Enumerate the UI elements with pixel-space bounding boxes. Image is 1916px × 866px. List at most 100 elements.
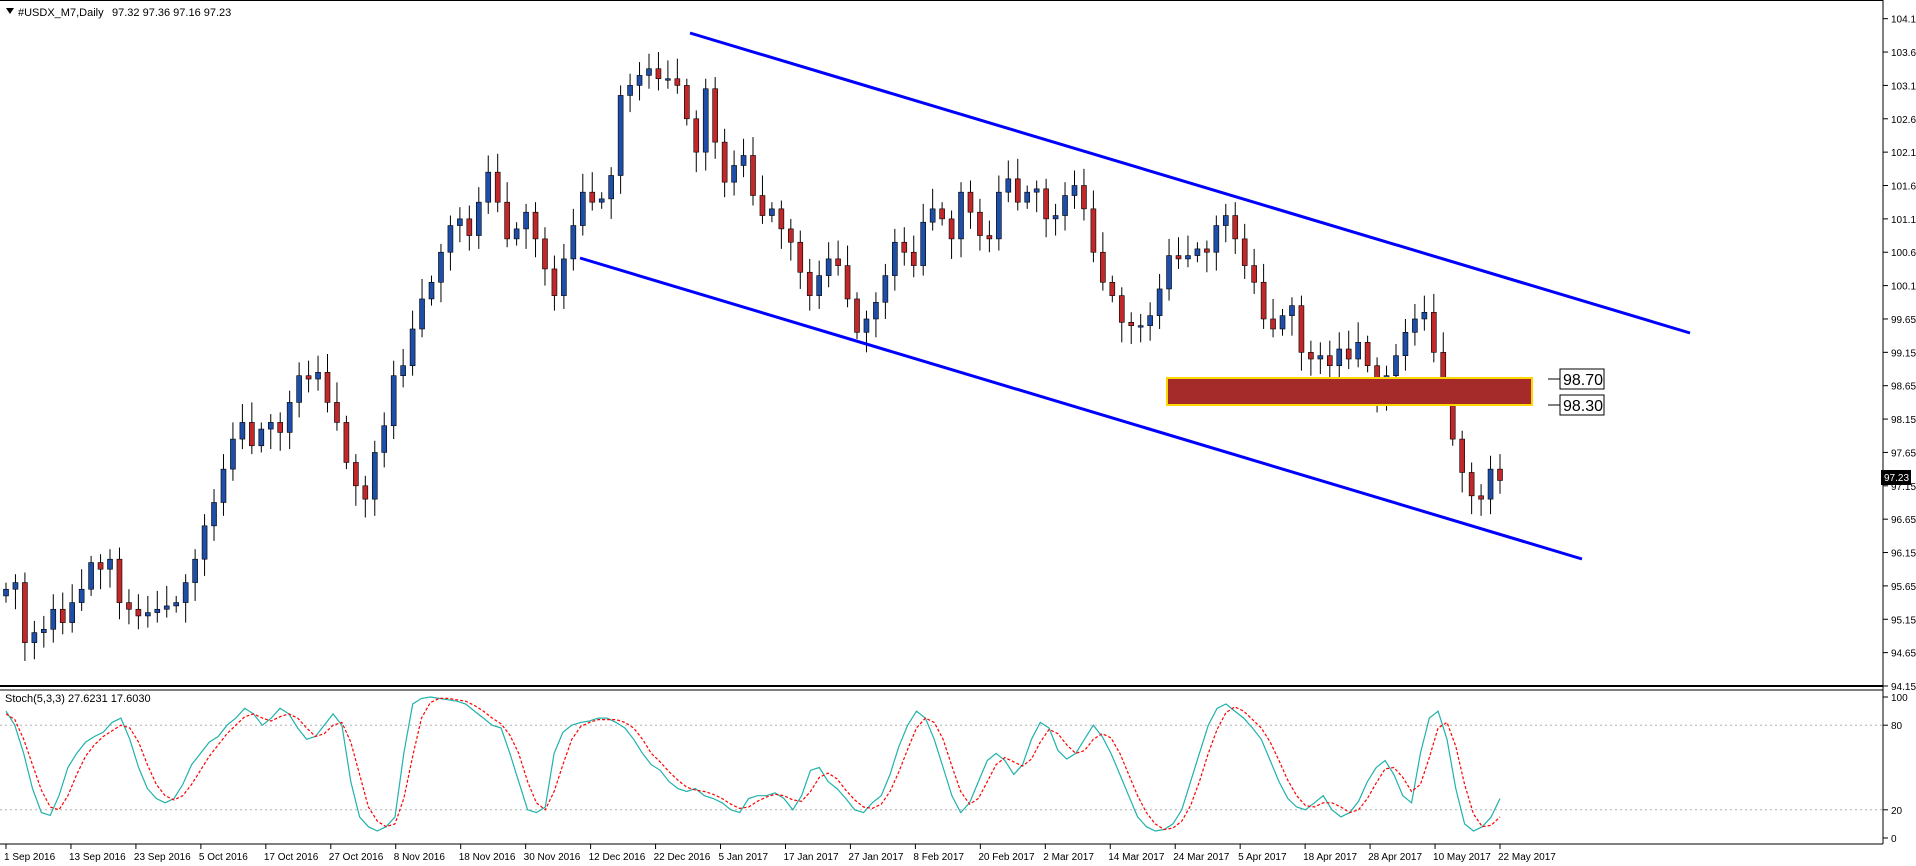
candle (1043, 178, 1049, 238)
resistance-zone: 98.70 98.30 (1166, 368, 1605, 416)
price-channel (579, 31, 1691, 561)
candle (1308, 340, 1314, 376)
candle-body (1478, 495, 1484, 500)
date-tick-label: 5 Apr 2017 (1238, 852, 1287, 863)
candle (1137, 313, 1144, 343)
stoch-tick-label: 20 (1891, 806, 1903, 817)
price-tick-label: 98.65 (1891, 382, 1916, 393)
candle-body (116, 558, 123, 603)
candle-body (892, 241, 898, 276)
candle-body (532, 211, 539, 240)
candle-body (192, 558, 198, 583)
date-tick-label: 27 Oct 2016 (329, 852, 384, 863)
candle-body (655, 68, 662, 80)
candle (419, 278, 425, 338)
candle-body (948, 218, 955, 240)
candle (1478, 484, 1484, 516)
candle (702, 78, 709, 171)
candle-body (570, 225, 577, 260)
candle (1024, 185, 1031, 209)
price-tick-label: 102.65 (1891, 115, 1916, 126)
candle-body (41, 628, 47, 633)
candle-body (1345, 348, 1352, 360)
candle-body (31, 632, 38, 643)
date-tick-label: 5 Jan 2017 (719, 852, 769, 863)
candle-body (806, 271, 813, 296)
candle (135, 594, 142, 630)
candle-body (362, 485, 369, 500)
candle-body (608, 175, 614, 200)
candle (958, 182, 964, 258)
candle-body (504, 201, 510, 240)
ohlc-values: 97.32 97.36 97.16 97.23 (112, 7, 231, 19)
candle (731, 150, 737, 196)
candle (192, 549, 198, 601)
candle (334, 382, 340, 431)
candle-body (154, 608, 161, 613)
candle (542, 227, 548, 286)
candle-body (1232, 215, 1239, 240)
candle (88, 555, 94, 596)
candle-body (182, 582, 189, 603)
candle (1213, 215, 1220, 271)
stoch-main-line (5, 696, 1501, 832)
candle-body (1156, 288, 1163, 316)
candle (1412, 303, 1418, 346)
candle (1431, 293, 1437, 363)
candle (513, 222, 520, 246)
candle (381, 412, 388, 468)
candle-body (598, 198, 605, 203)
candle-body (390, 375, 397, 427)
candle (1459, 430, 1465, 493)
candle (1402, 318, 1409, 371)
candle-body (353, 462, 359, 487)
candle-body (740, 155, 747, 166)
candle (1100, 232, 1106, 291)
candle-body (561, 258, 567, 296)
candle-body (1100, 251, 1106, 283)
candle-body (769, 208, 775, 216)
price-tick-label: 104.15 (1891, 15, 1916, 26)
candle-body (542, 238, 548, 270)
candle (882, 263, 889, 319)
candle (1298, 295, 1305, 371)
candle (551, 255, 558, 311)
candle-body (825, 258, 832, 276)
candle-body (901, 241, 908, 253)
dropdown-icon[interactable] (6, 8, 14, 14)
channel-upper-line[interactable] (689, 31, 1691, 335)
date-tick-label: 8 Feb 2017 (913, 852, 964, 863)
date-tick-label: 12 Dec 2016 (589, 852, 646, 863)
candle-body (88, 562, 94, 590)
candle-body (428, 281, 435, 300)
stoch-signal-line (5, 697, 1501, 831)
candle (1014, 158, 1021, 211)
candle-body (97, 562, 104, 570)
last-price-tag: 97.23 (1881, 470, 1911, 485)
candle-body (854, 298, 860, 333)
candle (825, 242, 832, 288)
candle-body (1071, 185, 1078, 196)
date-tick-label: 27 Jan 2017 (848, 852, 903, 863)
candle-body (3, 588, 9, 597)
resistance-zone-rect[interactable] (1166, 377, 1533, 406)
candle (561, 243, 567, 309)
channel-lower-line[interactable] (579, 256, 1583, 561)
candle (1185, 235, 1191, 268)
candle-body (296, 375, 302, 403)
candle (1251, 248, 1257, 294)
candle (1109, 275, 1116, 303)
candle (1090, 190, 1097, 263)
candle-body (1431, 311, 1437, 353)
candle-body (1412, 318, 1418, 333)
candle-body (1033, 188, 1040, 193)
candle (494, 153, 501, 213)
candle-body (788, 228, 794, 243)
candle-body (958, 191, 964, 240)
date-tick-label: 18 Nov 2016 (459, 852, 516, 863)
candle (447, 215, 454, 271)
candle-body (1364, 342, 1371, 366)
candle-body (1194, 248, 1201, 256)
candle-body (844, 265, 851, 300)
candle (967, 180, 974, 229)
